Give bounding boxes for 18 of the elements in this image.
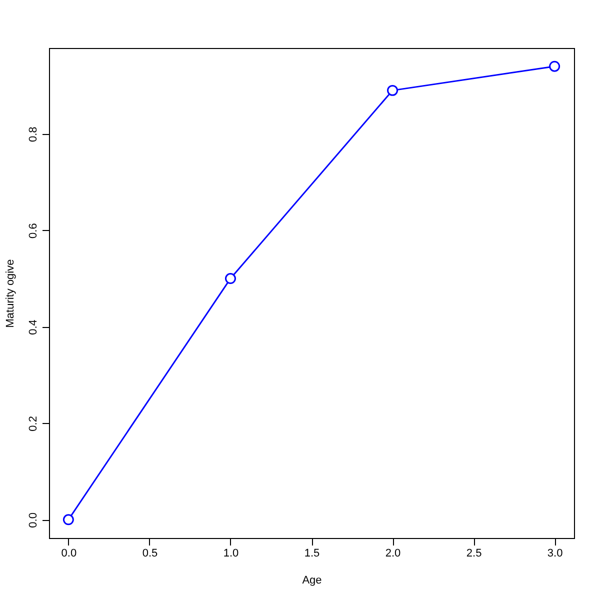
x-tick-label: 2.0	[385, 548, 401, 560]
x-tick-label: 2.5	[466, 548, 482, 560]
y-tick-label: 0.8	[28, 126, 40, 142]
y-axis-title: Maturity ogive	[4, 259, 16, 328]
point	[224, 273, 236, 284]
x-tick-label: 0.5	[142, 548, 158, 560]
point	[62, 514, 74, 526]
point	[387, 84, 398, 96]
x-tick-label: 3.0	[547, 548, 563, 560]
y-tick-label: 0.6	[28, 223, 40, 238]
y-tick-label: 0.2	[28, 416, 40, 432]
x-tick-label: 1.0	[223, 548, 239, 560]
point	[549, 60, 560, 72]
x-tick-label: 1.5	[304, 548, 320, 560]
x-axis-title: Age	[302, 574, 322, 586]
y-tick-label: 0.4	[28, 320, 40, 335]
y-tick-label: 0.0	[28, 512, 40, 528]
x-tick-label: 0.0	[61, 548, 77, 560]
